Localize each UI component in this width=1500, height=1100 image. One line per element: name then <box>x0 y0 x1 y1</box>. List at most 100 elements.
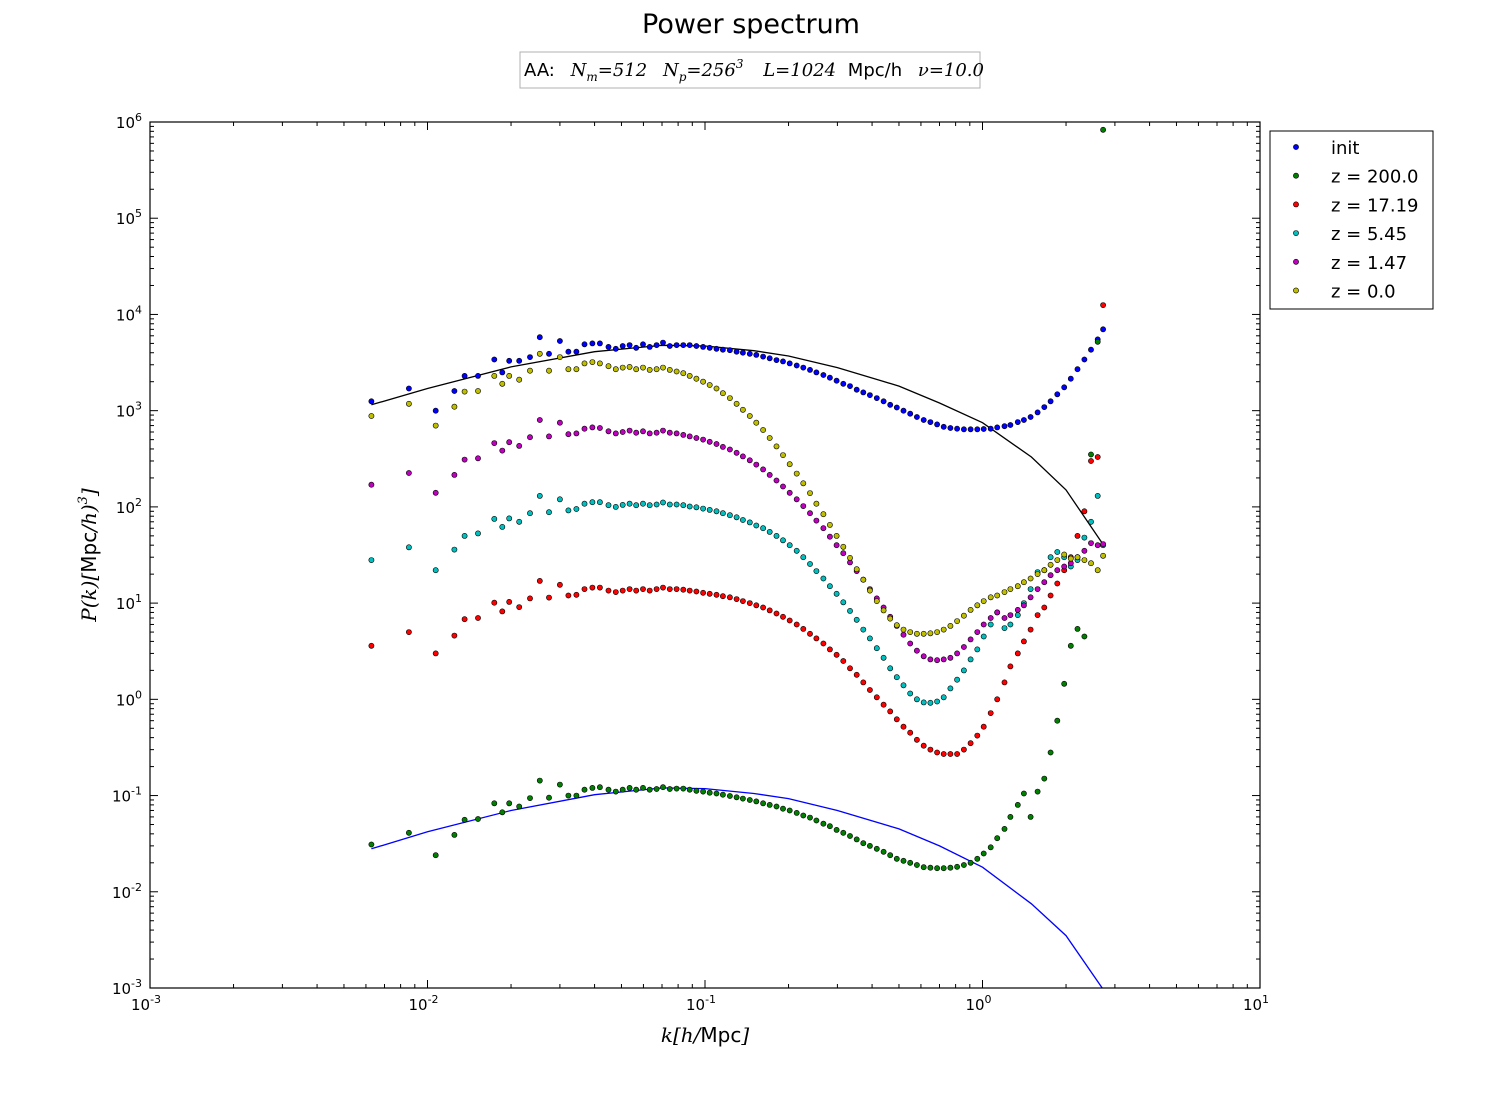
data-point <box>766 607 773 614</box>
x-axis-label: k[h/Mpc] <box>661 1023 750 1047</box>
data-point <box>619 364 626 371</box>
data-point <box>475 455 481 462</box>
data-point <box>516 442 523 449</box>
data-point <box>1014 583 1021 590</box>
data-point <box>589 340 596 347</box>
data-point <box>686 433 693 440</box>
data-point <box>954 425 960 432</box>
data-point <box>475 615 481 621</box>
data-point <box>807 366 813 373</box>
data-point <box>653 786 660 792</box>
data-point <box>1081 534 1088 541</box>
data-point <box>766 471 773 478</box>
data-point <box>626 586 633 592</box>
data-point <box>557 338 563 344</box>
data-point <box>1041 604 1048 611</box>
data-point <box>967 740 974 747</box>
data-point <box>847 608 853 614</box>
data-point <box>1034 612 1041 618</box>
data-point <box>640 586 646 592</box>
data-point <box>974 629 981 635</box>
data-point <box>646 343 653 350</box>
subtitle: AA: Nm=512 Np=2563 L=1024 Mpc/h ν=10.0 <box>524 52 984 84</box>
data-point <box>686 587 693 594</box>
data-point <box>994 696 1001 703</box>
data-point <box>733 514 740 521</box>
data-point <box>740 598 746 604</box>
data-point <box>546 433 552 440</box>
data-point <box>813 500 820 507</box>
data-point <box>451 546 458 553</box>
data-point <box>626 427 633 434</box>
data-point <box>626 785 633 791</box>
data-point <box>820 640 827 647</box>
data-point <box>780 358 786 365</box>
data-point <box>451 632 458 639</box>
data-point <box>673 586 680 592</box>
data-point <box>491 800 498 807</box>
data-point <box>619 501 626 508</box>
data-point <box>693 375 700 382</box>
data-point <box>827 374 833 381</box>
data-point <box>927 419 934 425</box>
data-point <box>491 599 498 606</box>
data-point <box>516 376 523 383</box>
data-point <box>506 800 513 807</box>
data-point <box>640 500 646 507</box>
data-point <box>1054 391 1061 398</box>
data-point <box>506 372 513 379</box>
data-point <box>451 832 458 838</box>
data-point <box>753 522 760 529</box>
data-point <box>813 517 820 524</box>
data-point <box>940 694 947 701</box>
data-point <box>927 864 934 871</box>
data-point <box>1094 454 1101 460</box>
data-point <box>914 630 920 637</box>
data-point <box>527 367 533 374</box>
data-point <box>753 419 760 426</box>
data-point <box>660 784 666 791</box>
data-point <box>640 364 646 371</box>
legend-label: z = 17.19 <box>1331 195 1419 216</box>
data-point <box>597 425 603 431</box>
data-point <box>527 595 533 602</box>
data-point <box>633 502 640 509</box>
data-point <box>506 439 513 446</box>
data-point <box>581 360 588 367</box>
x-tick-label: 100 <box>965 993 991 1014</box>
data-point <box>887 708 894 715</box>
data-point <box>954 863 960 870</box>
data-point <box>773 357 780 363</box>
data-point <box>646 430 653 437</box>
data-point <box>581 500 588 507</box>
data-point <box>793 621 800 628</box>
data-point <box>900 682 907 689</box>
data-point <box>1047 561 1054 568</box>
data-point <box>1047 398 1054 405</box>
legend-label: z = 200.0 <box>1331 167 1419 188</box>
data-point <box>475 530 481 537</box>
data-point <box>793 362 800 369</box>
data-point <box>1014 802 1021 808</box>
data-point <box>793 547 800 554</box>
data-point <box>733 400 740 407</box>
data-point <box>706 438 713 445</box>
data-point <box>1047 592 1054 599</box>
data-point <box>666 366 673 373</box>
legend-marker <box>1293 172 1299 179</box>
data-point <box>1047 554 1054 561</box>
x-tick-label: 10-3 <box>131 993 161 1014</box>
data-point <box>766 802 773 808</box>
data-point <box>506 357 513 364</box>
data-point <box>867 635 873 642</box>
data-point <box>853 836 860 843</box>
data-point <box>1088 451 1094 458</box>
data-point <box>1014 607 1021 613</box>
data-point <box>780 483 786 490</box>
data-point <box>947 751 954 757</box>
data-point <box>907 690 914 697</box>
data-point <box>557 781 563 788</box>
data-point <box>1074 366 1081 373</box>
data-point <box>432 407 439 414</box>
data-point <box>1067 375 1074 382</box>
